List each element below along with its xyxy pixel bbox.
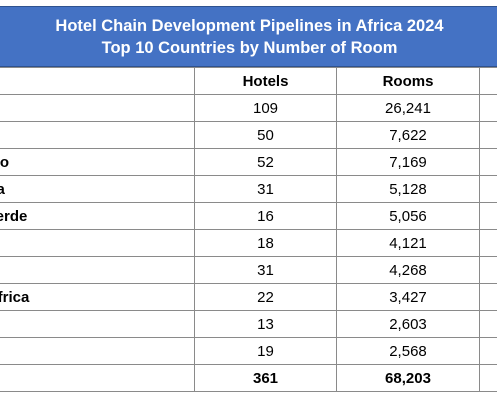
header-row: Hotels Rooms bbox=[0, 67, 497, 95]
country-label: opia bbox=[0, 181, 5, 198]
rooms-cell: 2,568 bbox=[336, 337, 480, 365]
rooms-cell: 7,169 bbox=[336, 148, 480, 176]
hotels-cell: 19 bbox=[194, 337, 337, 365]
extra-cell bbox=[479, 364, 497, 392]
table-row: pt10926,241 bbox=[0, 94, 497, 122]
table-frame: Hotel Chain Development Pipelines in Afr… bbox=[0, 6, 497, 392]
hotels-cell: 109 bbox=[194, 94, 337, 122]
extra-cell bbox=[479, 121, 497, 149]
hotels-cell: 50 bbox=[194, 121, 337, 149]
hotels-cell: 13 bbox=[194, 310, 337, 338]
rooms-cell: 5,056 bbox=[336, 202, 480, 230]
total-rooms-cell: 68,203 bbox=[336, 364, 480, 392]
pipeline-table: Hotels Rooms pt10926,241ria507,622occo52… bbox=[0, 67, 497, 392]
country-cell: pt bbox=[0, 94, 195, 122]
table-subtitle: Top 10 Countries by Number of Room bbox=[101, 38, 398, 57]
table-row: opia 315,128 bbox=[0, 175, 497, 203]
hotels-cell: 16 bbox=[194, 202, 337, 230]
table-row: occo 527,169 bbox=[0, 148, 497, 176]
country-cell: ria bbox=[0, 121, 195, 149]
country-cell: sia bbox=[0, 229, 195, 257]
table-body: pt10926,241ria507,622occo527,169opia315,… bbox=[0, 94, 497, 392]
country-label: occo bbox=[0, 153, 10, 171]
country-cell: na bbox=[0, 337, 195, 365]
country-label: h Africa bbox=[0, 288, 30, 306]
hotels-cell: 18 bbox=[194, 229, 337, 257]
table-row: na192,568 bbox=[0, 337, 497, 365]
table-row: h Africa 223,427 bbox=[0, 283, 497, 311]
table-row: ya314,268 bbox=[0, 256, 497, 284]
extra-cell bbox=[479, 148, 497, 176]
extra-cell bbox=[479, 94, 497, 122]
total-hotels-cell: 361 bbox=[194, 364, 337, 392]
extra-cell bbox=[479, 283, 497, 311]
rooms-cell: 26,241 bbox=[336, 94, 480, 122]
extra-cell bbox=[479, 202, 497, 230]
extra-cell bbox=[479, 256, 497, 284]
table-row: ria507,622 bbox=[0, 121, 497, 149]
rooms-cell: 7,622 bbox=[336, 121, 480, 149]
extra-cell bbox=[479, 175, 497, 203]
table-row: ria132,603 bbox=[0, 310, 497, 338]
total-row: AL36168,203 bbox=[0, 364, 497, 392]
column-header-extra bbox=[479, 67, 497, 95]
country-cell: e Verde bbox=[0, 202, 195, 230]
extra-cell bbox=[479, 337, 497, 365]
column-header-country bbox=[0, 67, 195, 95]
table-title-bar: Hotel Chain Development Pipelines in Afr… bbox=[0, 6, 497, 67]
country-label: e Verde bbox=[0, 207, 28, 225]
hotels-cell: 52 bbox=[194, 148, 337, 176]
hotels-cell: 31 bbox=[194, 256, 337, 284]
rooms-cell: 5,128 bbox=[336, 175, 480, 203]
country-cell: opia bbox=[0, 175, 195, 203]
rooms-cell: 4,121 bbox=[336, 229, 480, 257]
rooms-cell: 3,427 bbox=[336, 283, 480, 311]
country-cell: ya bbox=[0, 256, 195, 284]
country-cell: h Africa bbox=[0, 283, 195, 311]
hotels-cell: 31 bbox=[194, 175, 337, 203]
rooms-cell: 2,603 bbox=[336, 310, 480, 338]
extra-cell bbox=[479, 310, 497, 338]
table-row: sia184,121 bbox=[0, 229, 497, 257]
rooms-cell: 4,268 bbox=[336, 256, 480, 284]
column-header-hotels: Hotels bbox=[194, 67, 337, 95]
country-cell: occo bbox=[0, 148, 195, 176]
column-header-rooms: Rooms bbox=[336, 67, 480, 95]
extra-cell bbox=[479, 229, 497, 257]
table-title: Hotel Chain Development Pipelines in Afr… bbox=[55, 16, 444, 35]
total-label-cell: AL bbox=[0, 364, 195, 392]
hotels-cell: 22 bbox=[194, 283, 337, 311]
country-cell: ria bbox=[0, 310, 195, 338]
table-row: e Verde 165,056 bbox=[0, 202, 497, 230]
